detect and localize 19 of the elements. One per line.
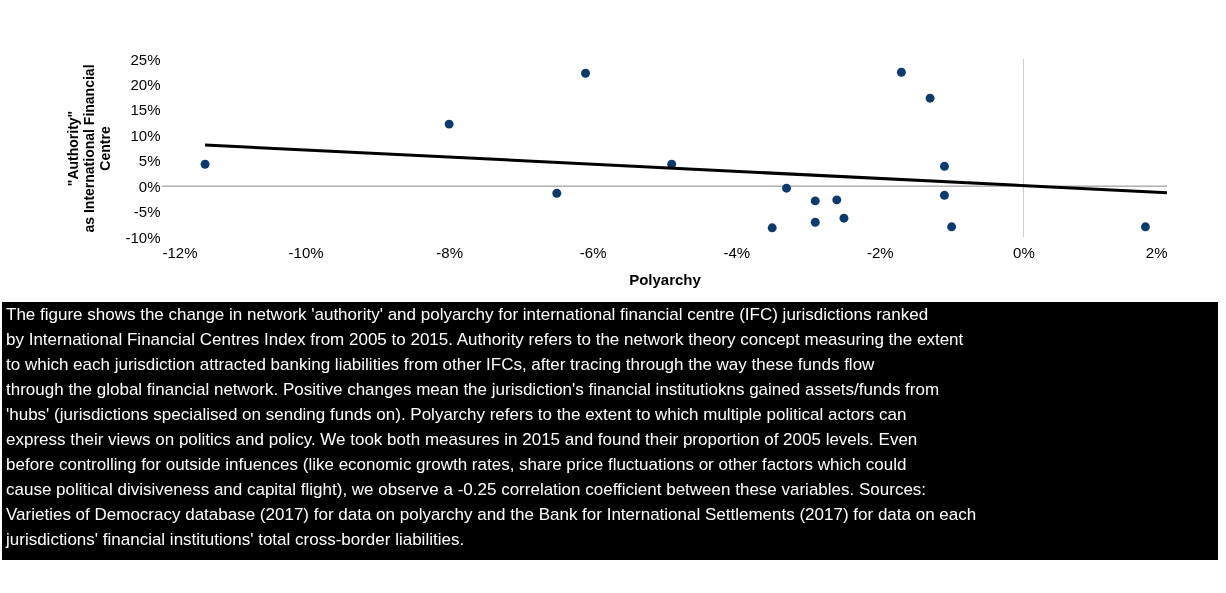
y-tick-label: 15% [130, 101, 161, 119]
x-tick-label: 0% [1013, 243, 1035, 261]
x-tick-label: 2% [1145, 243, 1168, 261]
x-tick-label: -12% [162, 243, 198, 261]
y-tick-label: 10% [130, 126, 161, 144]
x-tick-label: -6% [579, 243, 607, 261]
y-tick-label: -5% [133, 203, 161, 221]
y-axis-title: "Authority" as International Financial Centre [65, 64, 114, 233]
x-axis-title: Polyarchy [629, 270, 702, 288]
x-tick-label: -10% [288, 243, 324, 261]
y-tick-label: 5% [138, 152, 161, 170]
y-tick-label: 0% [138, 177, 161, 195]
y-tick-label: 20% [130, 75, 161, 93]
x-tick-label: -2% [867, 243, 894, 261]
y-tick-label: -10% [125, 228, 161, 246]
x-tick-label: -4% [723, 243, 751, 261]
x-tick-label: -8% [436, 243, 463, 261]
y-tick-label: 25% [130, 50, 161, 68]
text: The figure shows the change in network 'authority' and polyarchy for international financial centre (IFC) jurisdictions ranked by International Financial Centres Index from 2005 to 2015. Authority refers to the network theory concept measuring the extent to which each jurisdiction attracted banking liabilities from other IFCs, after tracing through the way these funds flow through the global financial network. Positive changes mean the jurisdiction's financial institutiokns gained assets/funds from 'hubs' (jurisdictions specialised on sending funds on). Polyarchy refers to the extent to which multiple political actors can express their views on politics and policy. We took both measures in 2015 and found their proportion of 2005 levels. Even before controlling for outside infuences (like economic growth rates, share price fluctuations or other factors which could cause political divisiveness and capital flight), we observe a -0.25 correlation coefficient between these variables. Sources: Varieties of Democracy database (2017) for data on polyarchy and the Bank for International Settlements (2017) for data on each jurisdictions' financial institutions' total cross-border liabilities. [6, 305, 977, 549]
